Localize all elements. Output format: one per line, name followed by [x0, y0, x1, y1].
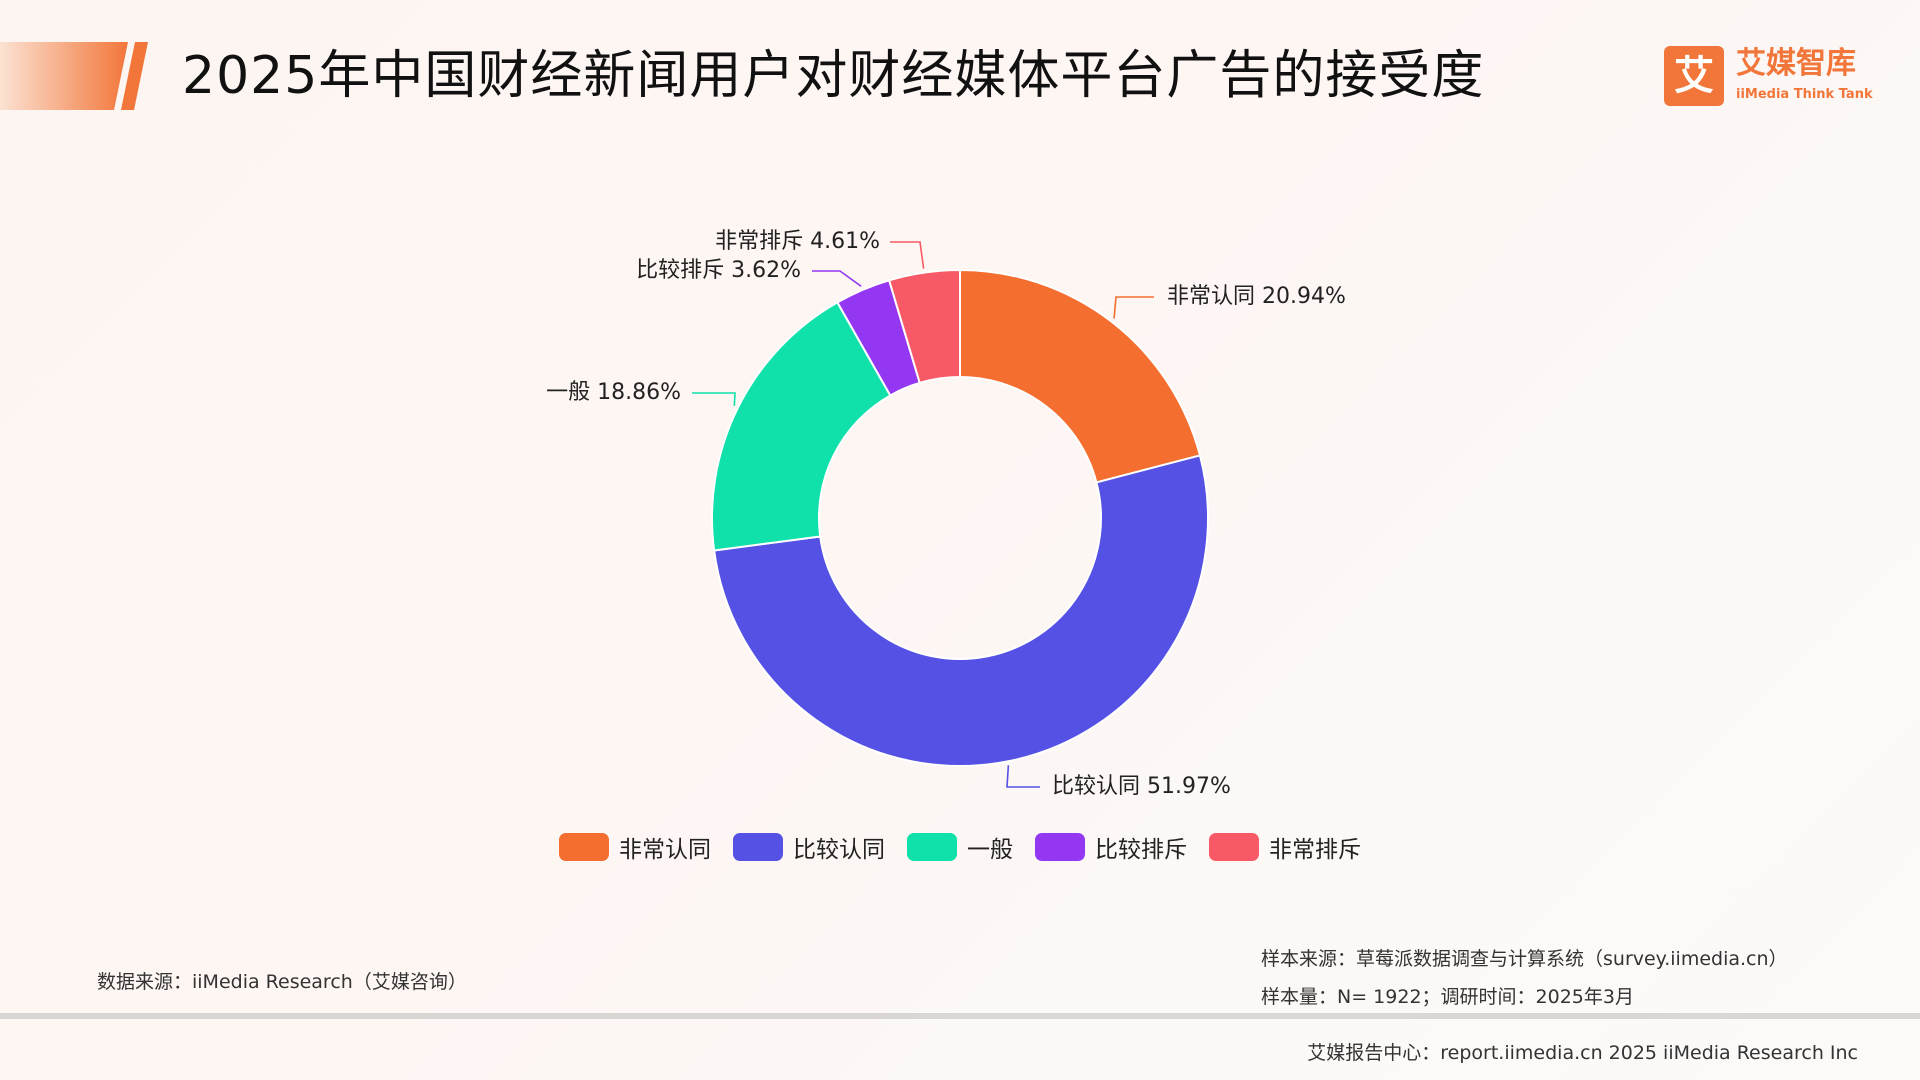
- legend-item: 非常排斥: [1209, 830, 1361, 864]
- legend-label: 一般: [967, 837, 1013, 863]
- logo-name-cn: 艾媒智库: [1736, 46, 1856, 81]
- legend-item: 一般: [907, 830, 1013, 864]
- legend-label: 比较排斥: [1095, 837, 1187, 863]
- slice-label: 比较认同 51.97%: [1052, 774, 1231, 799]
- donut-slice: [711, 301, 892, 552]
- donut-slice: [887, 268, 961, 385]
- leader-line: [1006, 765, 1040, 788]
- accent-gradient-block: [0, 42, 128, 110]
- slice-label: 一般 18.86%: [546, 380, 681, 405]
- leader-line: [890, 241, 925, 269]
- legend-item: 比较认同: [733, 830, 885, 864]
- legend-swatch: [907, 833, 957, 861]
- donut-slice: [959, 268, 1202, 484]
- sample-size-note: 样本量：N= 1922；调研时间：2025年3月: [1261, 986, 1634, 1008]
- slice-labels: 非常认同 20.94% 比较认同 51.97% 一般 18.86% 比较排斥 3.62…: [546, 229, 1346, 799]
- legend-label: 非常认同: [619, 837, 711, 863]
- leader-lines: [692, 241, 1154, 788]
- legend-swatch: [1035, 833, 1085, 861]
- leader-line: [692, 392, 736, 406]
- legend-swatch: [559, 833, 609, 861]
- donut-slices: [711, 268, 1209, 767]
- data-source-note: 数据来源：iiMedia Research（艾媒咨询）: [97, 971, 467, 993]
- legend-item: 比较排斥: [1035, 830, 1187, 864]
- sample-source-note: 样本来源：草莓派数据调查与计算系统（survey.iimedia.cn）: [1261, 948, 1788, 970]
- legend-swatch: [733, 833, 783, 861]
- header-accent-bar: [0, 42, 148, 110]
- leader-line: [812, 270, 862, 287]
- leader-line: [1113, 296, 1154, 319]
- logo-mark: 艾: [1664, 46, 1724, 106]
- slice-label: 非常认同 20.94%: [1167, 284, 1346, 309]
- footer-divider: [0, 1013, 1920, 1019]
- legend-label: 比较认同: [793, 837, 885, 863]
- logo-name-en: iiMedia Think Tank: [1736, 87, 1873, 102]
- legend-label: 非常排斥: [1269, 837, 1361, 863]
- chart-legend: 非常认同 比较认同 一般 比较排斥 非常排斥: [0, 830, 1920, 864]
- donut-slice: [713, 454, 1209, 767]
- accent-slash: [121, 42, 148, 110]
- slice-label: 非常排斥 4.61%: [715, 229, 880, 254]
- iimedia-logo: 艾 艾媒智库 iiMedia Think Tank: [1664, 44, 1874, 110]
- page-title: 2025年中国财经新闻用户对财经媒体平台广告的接受度: [182, 46, 1485, 106]
- footer-credit: 艾媒报告中心：report.iimedia.cn 2025 iiMedia Re…: [1307, 1042, 1858, 1064]
- legend-swatch: [1209, 833, 1259, 861]
- slice-label: 比较排斥 3.62%: [636, 258, 801, 283]
- legend-item: 非常认同: [559, 830, 711, 864]
